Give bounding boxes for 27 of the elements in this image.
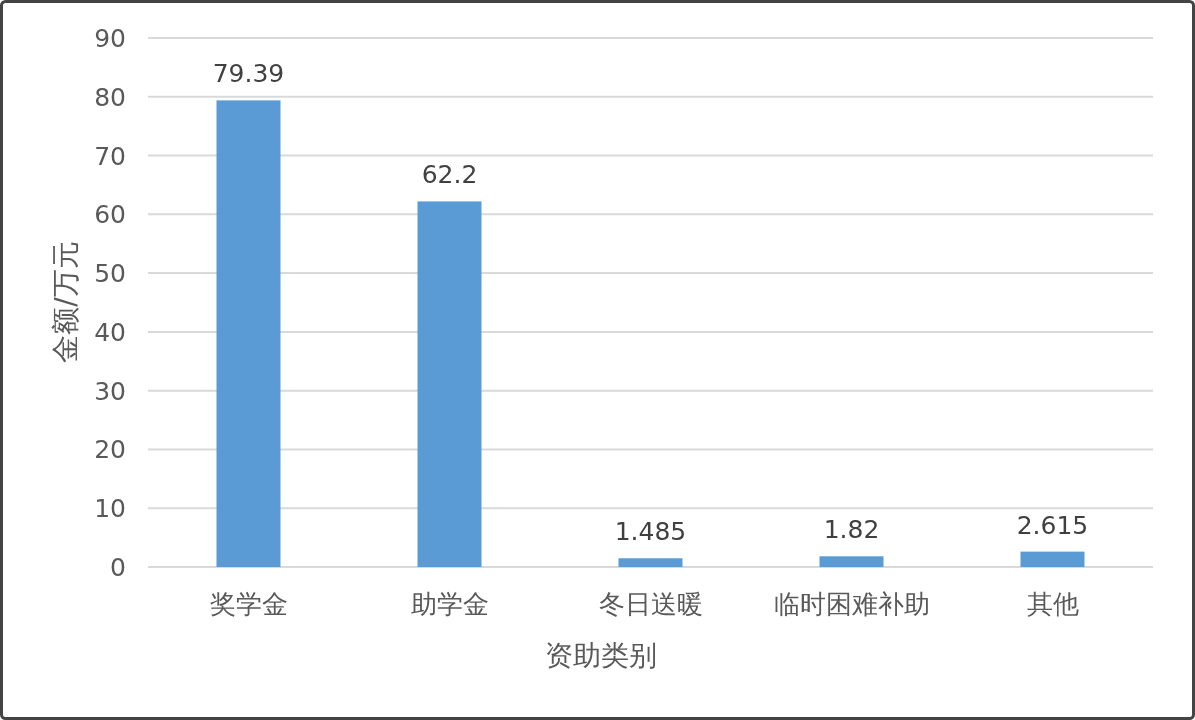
bar [216, 100, 281, 567]
y-axis-title: 金额/万元 [49, 241, 82, 363]
data-label: 1.82 [823, 515, 880, 545]
x-axis-title: 资助类别 [544, 639, 657, 672]
data-label: 62.2 [421, 160, 478, 190]
y-tick-label: 10 [94, 494, 126, 524]
y-tick-label: 70 [94, 141, 126, 171]
y-tick-label: 40 [94, 317, 126, 347]
x-tick-label: 临时困难补助 [773, 589, 930, 619]
y-tick-label: 60 [94, 200, 126, 230]
bar [417, 201, 482, 567]
data-label: 79.39 [212, 59, 285, 89]
bar [1020, 551, 1085, 567]
data-label: 2.615 [1016, 510, 1089, 540]
x-tick-label: 助学金 [410, 589, 489, 619]
bar [618, 558, 683, 567]
y-tick-label: 50 [94, 259, 126, 289]
x-tick-label: 冬日送暖 [598, 589, 703, 619]
y-tick-label: 90 [94, 24, 126, 53]
y-tick-label: 80 [94, 82, 126, 112]
x-tick-label: 奖学金 [209, 589, 288, 619]
x-tick-label: 其他 [1026, 589, 1079, 619]
y-tick-label: 30 [94, 376, 126, 406]
bar [819, 556, 884, 567]
y-tick-label: 20 [94, 435, 126, 465]
y-tick-label: 0 [110, 553, 126, 582]
data-label: 1.485 [614, 517, 687, 547]
